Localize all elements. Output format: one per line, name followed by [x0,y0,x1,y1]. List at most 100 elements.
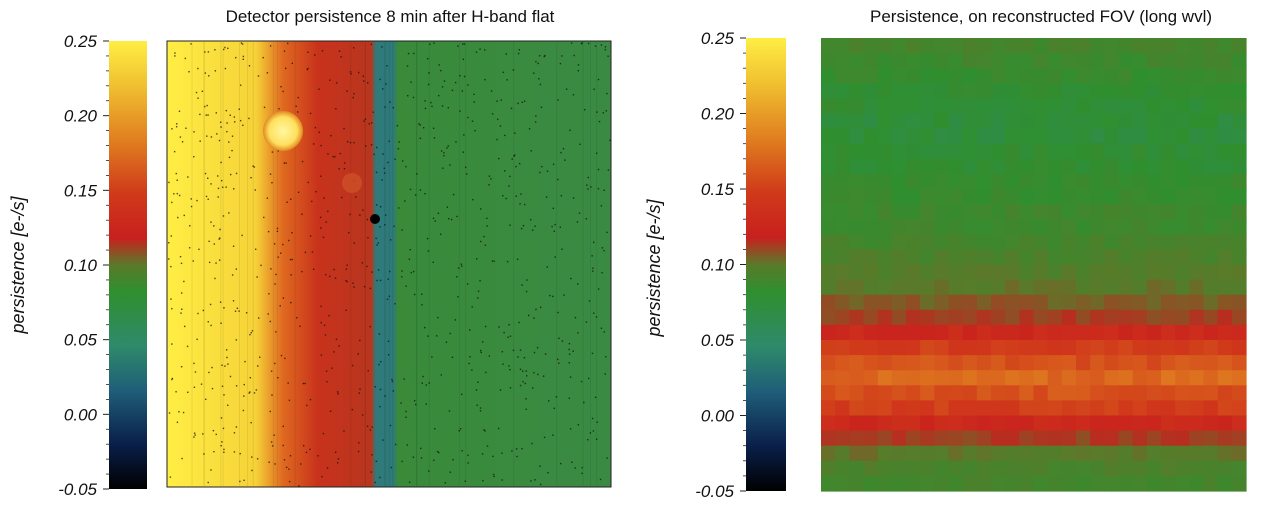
fov-cell [1104,400,1120,417]
bad-pixel [179,136,182,138]
bad-pixel [235,268,238,270]
fov-cell [863,370,879,386]
bad-pixel [565,88,568,90]
bad-pixel [488,175,491,177]
fov-cell [1090,340,1105,356]
bad-pixel [409,188,412,191]
fov-cell [920,98,935,115]
bad-pixel [323,324,326,327]
bad-pixel [568,362,570,364]
fov-cell [835,219,850,235]
bad-pixel [174,55,176,57]
bad-pixel [522,370,524,372]
fov-cell [1132,324,1148,341]
fov-cell [1175,189,1190,205]
bad-pixel [169,476,172,478]
bad-pixel [592,430,595,432]
bad-pixel [572,197,575,199]
fov-cell [1019,400,1035,417]
bad-pixel [223,451,225,454]
bad-pixel [513,155,515,157]
fov-cell [849,173,865,190]
bad-pixel [587,42,590,45]
fov-cell [1161,355,1176,371]
bad-pixel [220,417,223,419]
bad-pixel [288,399,291,401]
bad-pixel [235,172,238,175]
tick-label: 0.10 [64,256,98,275]
bad-pixel [271,182,273,184]
fov-cell [1019,53,1035,69]
fov-cell [1146,98,1162,115]
bad-pixel [546,170,549,172]
bad-pixel [218,259,221,261]
bad-pixel [423,326,426,329]
fov-cell [1005,370,1020,386]
bad-pixel [504,134,506,137]
tick-label: 0.15 [701,180,735,199]
bad-pixel [335,338,338,341]
bad-pixel [222,427,225,430]
fov-cell [863,279,879,296]
fov-cell [920,460,935,477]
fov-cell [948,355,964,371]
bad-pixel [607,169,610,171]
bad-pixel [239,119,242,122]
bad-pixel [346,280,348,283]
fov-cell [835,38,850,54]
fov-cell [1203,249,1219,266]
fov-cell [1217,279,1233,296]
bad-pixel [401,270,403,272]
bad-pixel [201,90,204,93]
fov-cell [1203,128,1219,145]
fov-cell [1033,279,1049,296]
bad-pixel [432,261,434,263]
fov-cell [1019,430,1035,447]
fov-cell [1189,460,1205,477]
fov-cell [1005,355,1020,371]
bad-pixel [477,297,479,299]
fov-cell [1189,370,1205,386]
fov-cell [976,445,992,462]
bad-pixel [283,162,286,164]
bad-pixel [285,466,288,469]
bad-pixel [224,365,226,367]
fov-cell [1005,340,1020,356]
fov-cell [1146,385,1162,401]
fov-cell [948,68,964,84]
bad-pixel [408,481,411,483]
fov-cell [1061,113,1077,130]
bad-pixel [521,447,523,450]
bad-pixel [244,360,246,363]
fov-cell [1047,53,1063,69]
bad-pixel [197,67,199,70]
fov-cell [849,189,865,205]
bad-pixel [180,262,183,265]
bad-pixel [253,166,256,168]
bad-pixel [496,100,498,102]
fov-cell [906,68,921,84]
bad-pixel [419,447,422,450]
fov-cell [891,53,907,69]
bad-pixel [448,217,450,220]
bad-pixel [591,417,594,420]
fov-cell [835,83,850,99]
bad-pixel [577,424,580,426]
tick-label: 0.20 [701,105,735,124]
fov-cell [1104,219,1120,235]
bad-pixel [515,195,517,197]
fov-cell [1005,249,1020,266]
fov-cell [1019,143,1035,160]
fov-cell [1132,38,1148,54]
fov-cell [962,68,978,84]
fov-cell [906,430,921,447]
bad-pixel [286,42,289,45]
fov-cell [934,309,950,326]
bad-pixel [241,234,243,237]
bad-pixel [586,184,588,186]
bad-pixel [207,481,209,484]
fov-cell [877,173,893,190]
bad-pixel [535,115,537,117]
fov-cell [1118,294,1134,311]
fov-cell [976,128,992,145]
